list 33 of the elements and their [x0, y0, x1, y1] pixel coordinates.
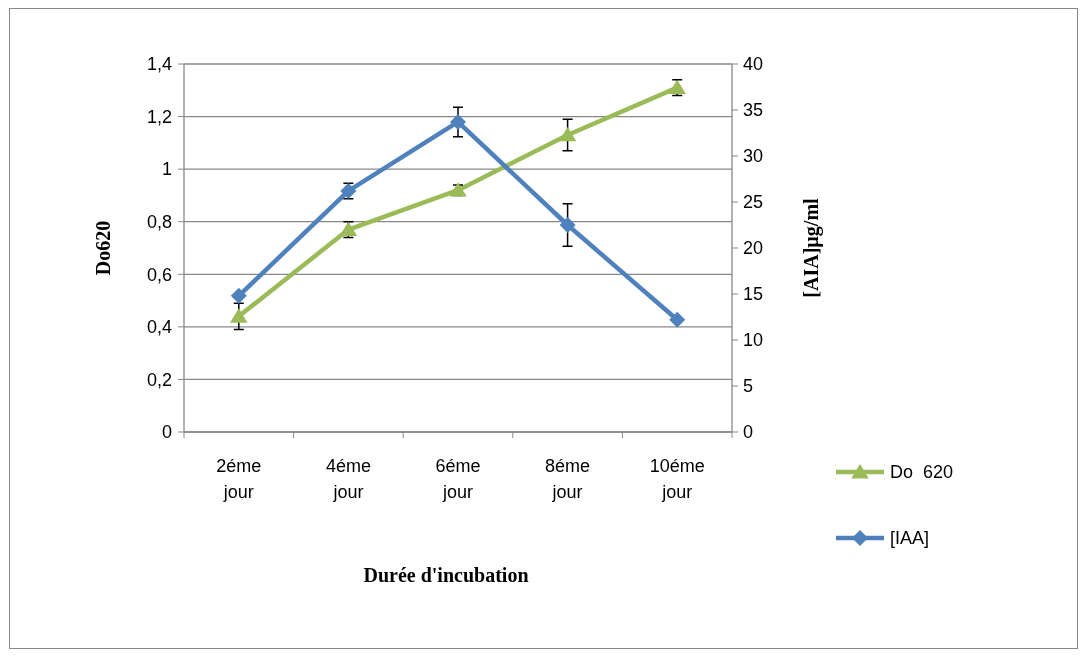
point — [558, 126, 577, 142]
y-axis-title: Do620 — [92, 220, 114, 276]
x-tick-label: 6éme jour — [435, 456, 481, 503]
point — [230, 287, 247, 304]
y-tick-label: 1,4 — [146, 54, 172, 75]
y2-tick-label: 5 — [743, 376, 754, 397]
y2-tick-label: 20 — [743, 238, 764, 259]
legend-label: Do 620 — [890, 462, 954, 483]
point — [450, 113, 466, 130]
y-tick-label: 0,2 — [146, 369, 172, 390]
point — [230, 308, 248, 323]
x-tick-label: 4éme jour — [325, 456, 371, 503]
y2-tick-label: 0 — [743, 422, 754, 443]
x-axis-title: Durée d'incubation — [363, 564, 529, 586]
legend-label: [IAA] — [890, 528, 930, 549]
y-tick-label: 0 — [161, 422, 172, 443]
y2-axis-title: [AIA]µg/ml — [800, 197, 823, 298]
y-tick-label: 1,2 — [146, 106, 172, 127]
y-tick-label: 0,8 — [146, 212, 172, 233]
y2-tick-label: 40 — [743, 54, 764, 75]
point — [559, 217, 576, 233]
y-tick-label: 1 — [161, 159, 172, 180]
y2-tick-label: 10 — [743, 330, 764, 351]
y-tick-label: 0,4 — [146, 317, 172, 338]
point — [669, 311, 686, 328]
y-tick-label: 0,6 — [146, 264, 172, 285]
x-tick-label: 2éme jour — [216, 456, 262, 503]
x-tick-label: 8éme jour — [545, 456, 591, 503]
y2-tick-label: 25 — [743, 192, 764, 213]
y2-tick-label: 30 — [743, 146, 764, 167]
y2-tick-label: 15 — [743, 284, 764, 305]
x-tick-label: 10éme jour — [649, 456, 705, 503]
y2-tick-label: 35 — [743, 100, 764, 121]
